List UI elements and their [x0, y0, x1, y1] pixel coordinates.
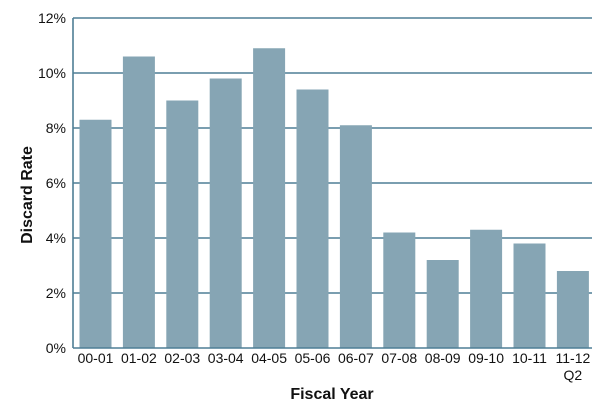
bar-03-04	[209, 78, 242, 348]
x-tick-label: 03-04	[208, 350, 244, 366]
x-tick-label: 08-09	[425, 350, 461, 366]
y-tick-label: 2%	[46, 285, 66, 301]
x-tick-label: 05-06	[295, 350, 331, 366]
x-axis-title: Fiscal Year	[290, 386, 373, 403]
x-tick-labels: 00-01 01-02 02-03 03-04 04-05 05-06 06-07 07-08…	[78, 350, 591, 383]
y-tick-labels: 0% 2% 4% 6% 8% 10% 12%	[38, 10, 66, 356]
y-tick-label: 10%	[38, 65, 66, 81]
y-tick-label: 12%	[38, 10, 66, 26]
bar-09-10	[470, 229, 503, 348]
bar-04-05	[253, 48, 286, 348]
bar-11-12-Q2	[556, 271, 589, 348]
bar-00-01	[79, 119, 112, 348]
bars	[79, 48, 589, 348]
gridlines	[73, 17, 592, 294]
x-tick-label: 10-11	[512, 350, 547, 366]
x-tick-label: 04-05	[251, 350, 287, 366]
x-tick-label: 06-07	[338, 350, 374, 366]
x-tick-label: 00-01	[78, 350, 114, 366]
bar-02-03	[166, 100, 199, 348]
y-tick-label: 4%	[46, 230, 66, 246]
y-tick-label: 8%	[46, 120, 66, 136]
x-tick-label: 09-10	[468, 350, 504, 366]
x-tick-label: 11-12 Q2	[556, 350, 591, 383]
bar-10-11	[513, 243, 546, 348]
bar-05-06	[296, 89, 329, 348]
bar-08-09	[426, 260, 459, 348]
y-axis-title: Discard Rate	[19, 146, 36, 244]
x-tick-label: 02-03	[164, 350, 200, 366]
x-tick-label: 07-08	[381, 350, 417, 366]
x-tick-label: 01-02	[121, 350, 157, 366]
axes	[72, 18, 592, 349]
y-tick-label: 6%	[46, 175, 66, 191]
y-tick-label: 0%	[46, 340, 66, 356]
bar-01-02	[122, 56, 155, 348]
bar-07-08	[383, 232, 416, 348]
bar-06-07	[339, 125, 372, 348]
